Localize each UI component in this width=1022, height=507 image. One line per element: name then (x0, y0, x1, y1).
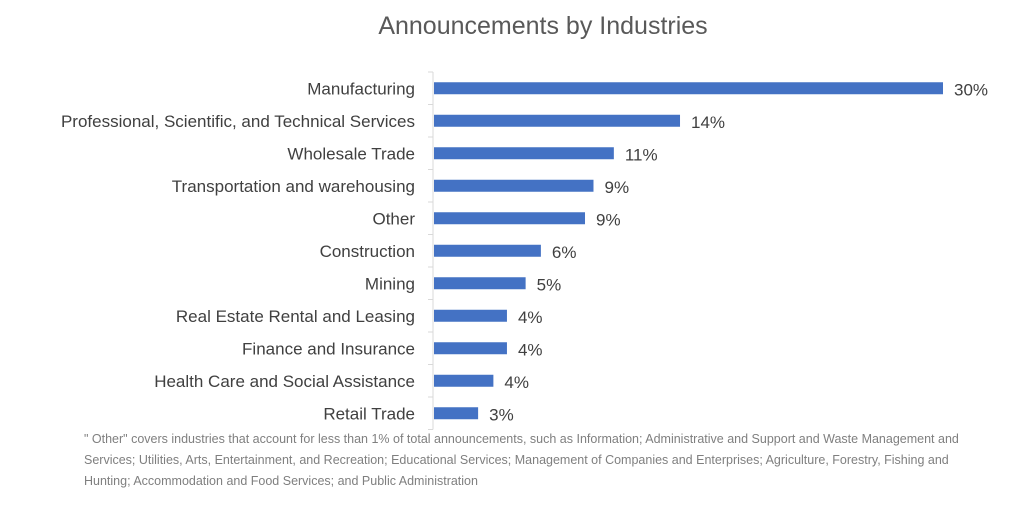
category-label: Health Care and Social Assistance (154, 372, 415, 391)
category-label: Other (372, 209, 415, 228)
data-label: 14% (691, 113, 725, 132)
data-label: 30% (954, 80, 988, 99)
bar (434, 212, 586, 225)
bar (434, 82, 943, 95)
bar-chart: Manufacturing 30% Professional, Scientific… (61, 71, 988, 430)
category-label: Retail Trade (323, 404, 415, 423)
category-label: Mining (365, 274, 415, 293)
data-label: 4% (504, 373, 529, 392)
bar (434, 147, 614, 160)
bar (434, 244, 541, 257)
category-label: Professional, Scientific, and Technical … (61, 112, 415, 131)
data-label: 4% (518, 308, 543, 327)
data-label: 4% (518, 340, 543, 359)
category-label: Construction (320, 242, 415, 261)
category-label: Real Estate Rental and Leasing (176, 307, 415, 326)
category-label: Transportation and warehousing (172, 177, 415, 196)
data-label: 9% (604, 178, 629, 197)
footnote: " Other" covers industries that account … (84, 432, 959, 488)
data-label: 11% (625, 145, 658, 164)
data-label: 5% (537, 275, 562, 294)
category-label: Wholesale Trade (287, 144, 415, 163)
bar (434, 179, 594, 192)
data-label: 9% (596, 210, 621, 229)
bar (434, 342, 507, 355)
bar (434, 407, 479, 420)
bar (434, 309, 507, 322)
data-label: 3% (489, 405, 514, 424)
bar (434, 374, 494, 387)
chart-title: Announcements by Industries (378, 12, 708, 40)
category-label: Finance and Insurance (242, 339, 415, 358)
bar (434, 114, 681, 127)
data-label: 6% (552, 243, 577, 262)
bar (434, 277, 526, 290)
category-label: Manufacturing (307, 79, 415, 98)
